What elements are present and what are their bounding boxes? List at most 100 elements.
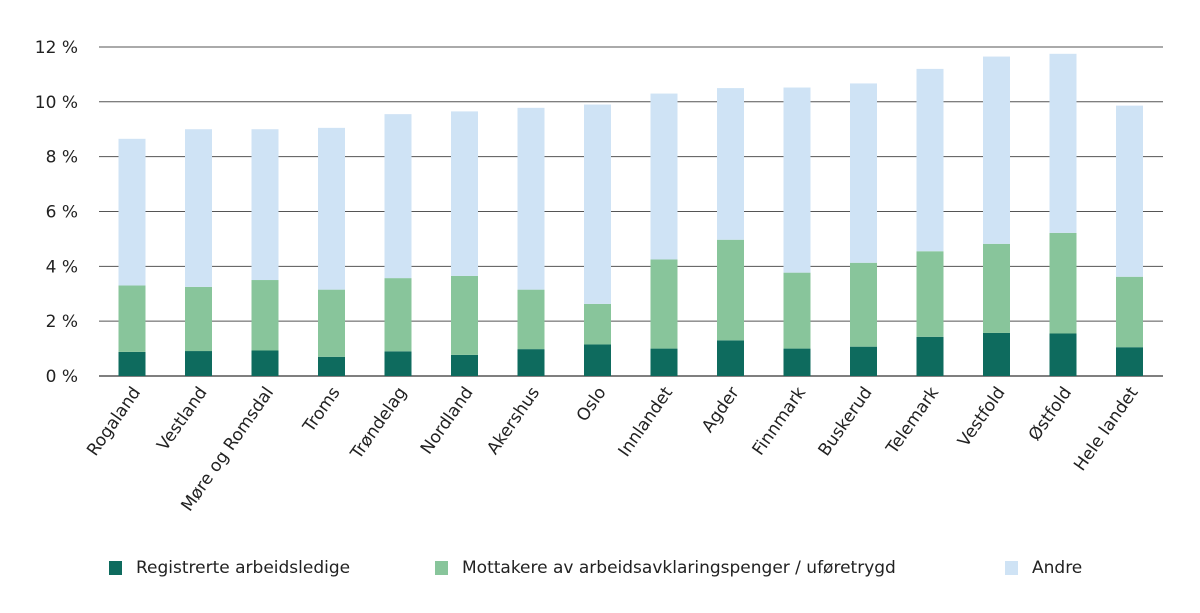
bar-stack bbox=[517, 107, 545, 376]
bar-segment bbox=[185, 129, 212, 287]
bar-stack bbox=[185, 129, 212, 376]
x-category-label: Vestland bbox=[153, 383, 211, 454]
legend-swatch-icon bbox=[435, 561, 448, 575]
bar-segment bbox=[118, 138, 146, 286]
x-category-label: Buskerud bbox=[815, 383, 877, 460]
y-tick-label: 0 % bbox=[46, 367, 78, 387]
bar-segment bbox=[850, 83, 877, 263]
bar-segment bbox=[185, 351, 212, 376]
bar-stack bbox=[318, 127, 345, 376]
x-category-label: Oslo bbox=[573, 383, 611, 425]
y-tick-label: 8 % bbox=[46, 148, 78, 168]
legend: Registrerte arbeidsledige Mottakere av a… bbox=[0, 558, 1200, 584]
bar-segment bbox=[185, 286, 212, 352]
y-tick-label: 4 % bbox=[46, 257, 78, 277]
x-category-label: Vestfold bbox=[954, 383, 1010, 450]
bar-segment bbox=[517, 349, 545, 376]
bar-segment bbox=[384, 114, 412, 279]
y-tick-label: 6 % bbox=[46, 202, 78, 222]
bar-segment bbox=[118, 285, 146, 352]
bar-segment bbox=[916, 68, 944, 252]
legend-item-registrerte-arbeidsledige: Registrerte arbeidsledige bbox=[109, 558, 350, 578]
bar-segment bbox=[451, 354, 478, 376]
bars bbox=[118, 53, 1143, 376]
bar-segment bbox=[451, 111, 478, 276]
bar-stack bbox=[916, 68, 944, 376]
bar-segment bbox=[384, 278, 412, 352]
bar-segment bbox=[251, 350, 279, 376]
bar-stack bbox=[650, 93, 678, 376]
bar-stack bbox=[118, 138, 146, 376]
legend-label: Mottakere av arbeidsavklaringspenger / u… bbox=[462, 558, 896, 578]
y-tick-label: 12 % bbox=[35, 38, 78, 58]
legend-label: Andre bbox=[1032, 558, 1083, 578]
bar-segment bbox=[118, 351, 146, 376]
x-category-label: Rogaland bbox=[83, 383, 145, 459]
bar-segment bbox=[1116, 276, 1143, 348]
bar-segment bbox=[1049, 53, 1077, 233]
bar-stack bbox=[584, 104, 611, 376]
bar-segment bbox=[318, 127, 345, 290]
bar-segment bbox=[251, 280, 279, 351]
bar-segment bbox=[1116, 347, 1143, 376]
x-category-label: Akershus bbox=[483, 383, 544, 458]
x-category-label: Innlandet bbox=[615, 383, 678, 461]
bar-stack bbox=[850, 83, 877, 376]
y-axis-tick-labels: 0 % 2 % 4 % 6 % 8 % 10 % 12 % bbox=[35, 38, 78, 387]
bar-segment bbox=[584, 104, 611, 304]
x-category-label: Telemark bbox=[882, 383, 943, 458]
x-category-label: Troms bbox=[299, 383, 345, 437]
x-category-label: Hele landet bbox=[1070, 383, 1143, 475]
legend-swatch-icon bbox=[109, 561, 122, 575]
bar-segment bbox=[584, 344, 611, 376]
bar-segment bbox=[717, 340, 744, 376]
bar-segment bbox=[916, 251, 944, 337]
bar-segment bbox=[451, 275, 478, 355]
x-category-label: Agder bbox=[698, 383, 743, 436]
x-category-label: Trøndelag bbox=[346, 383, 411, 463]
bar-segment bbox=[318, 289, 345, 357]
bar-segment bbox=[251, 129, 279, 281]
bar-stack bbox=[783, 87, 811, 376]
bar-segment bbox=[850, 262, 877, 347]
bar-segment bbox=[517, 107, 545, 290]
bar-stack bbox=[251, 129, 279, 376]
bar-segment bbox=[783, 348, 811, 376]
bar-segment bbox=[916, 336, 944, 376]
x-category-label: Østfold bbox=[1025, 383, 1076, 444]
bar-segment bbox=[517, 289, 545, 350]
bar-segment bbox=[384, 351, 412, 376]
bar-stack bbox=[384, 114, 412, 376]
bar-segment bbox=[717, 88, 744, 240]
bar-segment bbox=[717, 239, 744, 341]
bar-segment bbox=[983, 332, 1010, 376]
y-tick-label: 2 % bbox=[46, 312, 78, 332]
x-category-label: Finnmark bbox=[749, 383, 811, 459]
bar-segment bbox=[650, 259, 678, 349]
bar-segment bbox=[1049, 232, 1077, 334]
bar-segment bbox=[318, 356, 345, 376]
legend-item-mottakere-aap-uforetrygd: Mottakere av arbeidsavklaringspenger / u… bbox=[435, 558, 896, 578]
x-category-label: Nordland bbox=[417, 383, 478, 458]
bar-segment bbox=[584, 303, 611, 345]
bar-segment bbox=[983, 56, 1010, 244]
legend-label: Registrerte arbeidsledige bbox=[136, 558, 351, 578]
bar-stack bbox=[717, 88, 744, 376]
bar-stack bbox=[451, 111, 478, 376]
bar-segment bbox=[783, 272, 811, 349]
bar-segment bbox=[1116, 105, 1143, 277]
y-tick-label: 10 % bbox=[35, 93, 78, 113]
legend-item-andre: Andre bbox=[1005, 558, 1082, 578]
legend-swatch-icon bbox=[1005, 561, 1018, 575]
bar-segment bbox=[650, 93, 678, 260]
bar-segment bbox=[983, 243, 1010, 333]
bar-segment bbox=[783, 87, 811, 273]
bar-stack bbox=[983, 56, 1010, 376]
bar-segment bbox=[650, 348, 678, 376]
bar-stack bbox=[1049, 53, 1077, 376]
bar-segment bbox=[850, 346, 877, 376]
bar-segment bbox=[1049, 333, 1077, 376]
bar-stack bbox=[1116, 105, 1143, 376]
